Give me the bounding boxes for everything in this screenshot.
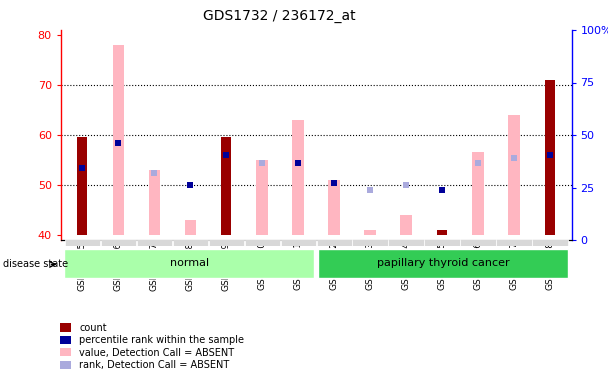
Bar: [101, 239, 136, 246]
Bar: [508, 115, 520, 235]
Bar: [292, 120, 304, 235]
Bar: [545, 80, 555, 235]
Bar: [424, 239, 460, 246]
Bar: [64, 249, 314, 278]
Bar: [353, 239, 388, 246]
Bar: [173, 239, 208, 246]
Bar: [472, 153, 484, 235]
Bar: [77, 138, 88, 235]
Bar: [496, 239, 531, 246]
Bar: [318, 249, 568, 278]
Text: disease state: disease state: [3, 260, 68, 269]
Bar: [244, 239, 280, 246]
Text: papillary thyroid cancer: papillary thyroid cancer: [376, 258, 510, 268]
Bar: [460, 239, 496, 246]
Bar: [389, 239, 424, 246]
Legend: count, percentile rank within the sample, value, Detection Call = ABSENT, rank, : count, percentile rank within the sample…: [60, 323, 244, 370]
Text: normal: normal: [170, 258, 209, 268]
Bar: [400, 215, 412, 235]
Bar: [364, 230, 376, 235]
Bar: [65, 239, 100, 246]
Bar: [148, 170, 160, 235]
Bar: [533, 239, 567, 246]
Bar: [137, 239, 172, 246]
Bar: [112, 45, 124, 235]
Bar: [280, 239, 316, 246]
Text: GDS1732 / 236172_at: GDS1732 / 236172_at: [203, 9, 356, 23]
Bar: [317, 239, 352, 246]
Bar: [184, 220, 196, 235]
Bar: [328, 180, 340, 235]
Bar: [257, 160, 268, 235]
Bar: [437, 230, 447, 235]
Bar: [209, 239, 244, 246]
Bar: [221, 138, 231, 235]
